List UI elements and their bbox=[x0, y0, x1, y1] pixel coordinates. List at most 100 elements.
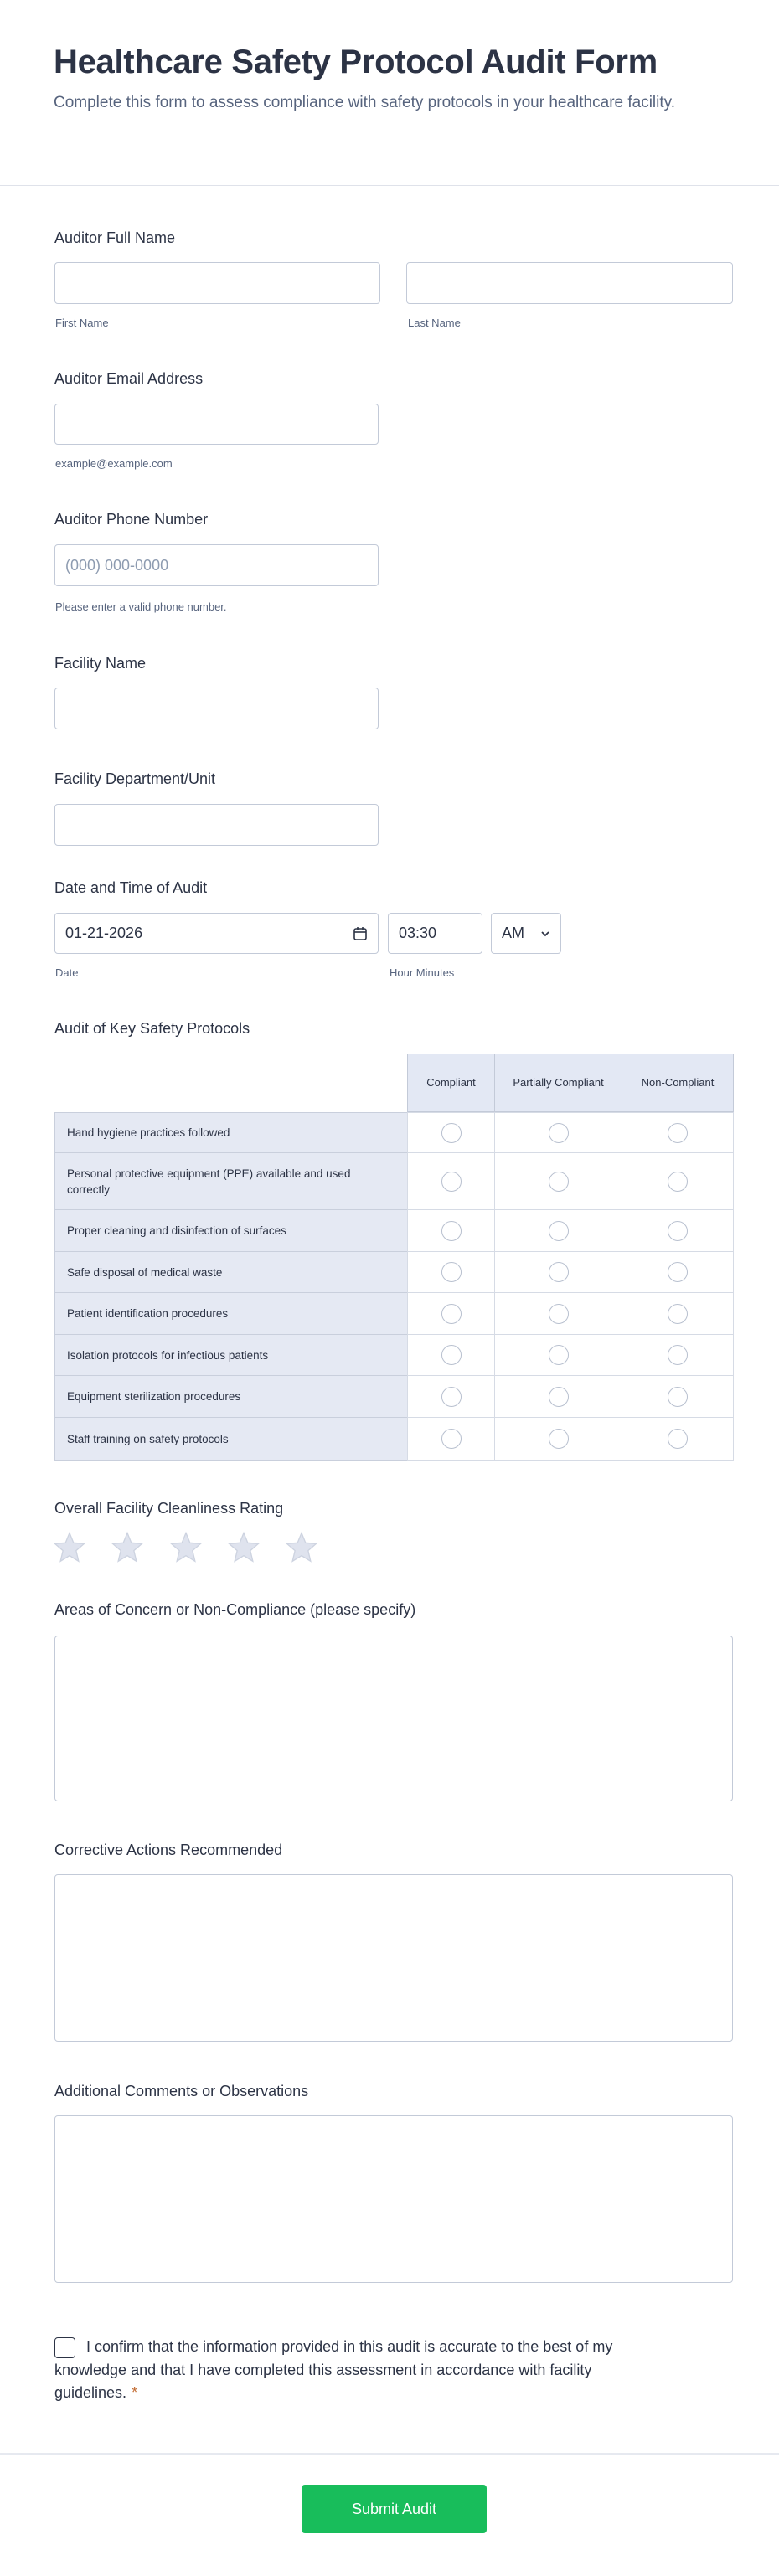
submit-audit-button[interactable]: Submit Audit bbox=[302, 2485, 487, 2533]
matrix-cell bbox=[407, 1209, 495, 1252]
comments-textarea[interactable] bbox=[54, 2115, 733, 2283]
matrix-column-header: Non-Compliant bbox=[622, 1054, 734, 1112]
facility-name-input[interactable] bbox=[54, 688, 379, 729]
matrix-radio[interactable] bbox=[668, 1345, 688, 1365]
page-subtitle: Complete this form to assess compliance … bbox=[54, 94, 676, 111]
matrix-radio[interactable] bbox=[441, 1386, 462, 1407]
full-name-label: Auditor Full Name bbox=[54, 229, 176, 246]
matrix-cell bbox=[407, 1112, 495, 1153]
matrix-cell bbox=[622, 1251, 734, 1293]
matrix-radio[interactable] bbox=[668, 1220, 688, 1241]
matrix-cell bbox=[494, 1375, 622, 1418]
confirm-checkbox[interactable] bbox=[54, 2337, 75, 2358]
phone-helper: Please enter a valid phone number. bbox=[55, 600, 227, 613]
matrix-radio[interactable] bbox=[441, 1303, 462, 1324]
rating-label: Overall Facility Cleanliness Rating bbox=[54, 1500, 284, 1517]
matrix-cell bbox=[494, 1334, 622, 1376]
matrix-row-label: Proper cleaning and disinfection of surf… bbox=[54, 1209, 408, 1252]
matrix-row-label: Equipment sterilization procedures bbox=[54, 1375, 408, 1418]
facility-name-label: Facility Name bbox=[54, 655, 147, 672]
star-icon[interactable] bbox=[227, 1531, 261, 1564]
time-input[interactable]: 03:30 bbox=[388, 913, 482, 954]
email-label: Auditor Email Address bbox=[54, 370, 204, 387]
matrix-radio[interactable] bbox=[668, 1171, 688, 1192]
email-input[interactable] bbox=[54, 404, 379, 445]
matrix-cell bbox=[494, 1209, 622, 1252]
star-icon[interactable] bbox=[53, 1531, 86, 1564]
last-name-sublabel: Last Name bbox=[408, 317, 461, 329]
matrix-cell bbox=[494, 1112, 622, 1153]
phone-label: Auditor Phone Number bbox=[54, 511, 209, 528]
matrix-cell bbox=[494, 1417, 622, 1461]
concerns-label: Areas of Concern or Non-Compliance (plea… bbox=[54, 1601, 416, 1618]
matrix-radio[interactable] bbox=[548, 1386, 569, 1407]
confirm-label: I confirm that the information provided … bbox=[54, 2338, 613, 2401]
time-value: 03:30 bbox=[399, 925, 437, 941]
matrix-radio[interactable] bbox=[668, 1262, 688, 1282]
matrix-radio[interactable] bbox=[548, 1262, 569, 1282]
email-helper: example@example.com bbox=[55, 457, 173, 470]
first-name-input[interactable] bbox=[54, 262, 380, 304]
matrix-cell bbox=[494, 1292, 622, 1335]
calendar-icon[interactable] bbox=[353, 926, 368, 941]
matrix-cell bbox=[407, 1251, 495, 1293]
header-divider bbox=[0, 185, 779, 186]
actions-textarea[interactable] bbox=[54, 1874, 733, 2042]
matrix-radio[interactable] bbox=[548, 1220, 569, 1241]
matrix-radio[interactable] bbox=[548, 1345, 569, 1365]
department-input[interactable] bbox=[54, 804, 379, 846]
matrix-column-header: Partially Compliant bbox=[494, 1054, 622, 1112]
matrix-label: Audit of Key Safety Protocols bbox=[54, 1020, 250, 1037]
date-sublabel: Date bbox=[55, 966, 79, 979]
matrix-cell bbox=[622, 1334, 734, 1376]
chevron-down-icon bbox=[541, 930, 549, 936]
ampm-select[interactable]: AM bbox=[491, 913, 561, 954]
page-title: Healthcare Safety Protocol Audit Form bbox=[54, 44, 658, 80]
matrix-radio[interactable] bbox=[441, 1220, 462, 1241]
matrix-radio[interactable] bbox=[668, 1303, 688, 1324]
confirm-text: I confirm that the information provided … bbox=[54, 2336, 641, 2405]
matrix-radio[interactable] bbox=[548, 1122, 569, 1143]
matrix-radio[interactable] bbox=[548, 1303, 569, 1324]
matrix-cell bbox=[622, 1417, 734, 1461]
time-sublabel: Hour Minutes bbox=[390, 966, 455, 979]
last-name-input[interactable] bbox=[406, 262, 733, 304]
matrix-cell bbox=[622, 1152, 734, 1210]
actions-label: Corrective Actions Recommended bbox=[54, 1842, 283, 1858]
matrix-cell bbox=[407, 1417, 495, 1461]
matrix-radio[interactable] bbox=[441, 1262, 462, 1282]
matrix-row-label: Hand hygiene practices followed bbox=[54, 1112, 408, 1153]
matrix-cell bbox=[622, 1112, 734, 1153]
matrix-radio[interactable] bbox=[548, 1429, 569, 1449]
matrix-cell bbox=[494, 1251, 622, 1293]
matrix-row-label: Isolation protocols for infectious patie… bbox=[54, 1334, 408, 1376]
matrix-radio[interactable] bbox=[548, 1171, 569, 1192]
phone-input[interactable] bbox=[54, 544, 379, 586]
matrix-cell bbox=[622, 1209, 734, 1252]
matrix-cell bbox=[407, 1375, 495, 1418]
department-label: Facility Department/Unit bbox=[54, 770, 216, 787]
matrix-radio[interactable] bbox=[668, 1429, 688, 1449]
star-icon[interactable] bbox=[169, 1531, 203, 1564]
matrix-radio[interactable] bbox=[441, 1429, 462, 1449]
footer-divider bbox=[0, 2453, 779, 2455]
matrix-cell bbox=[407, 1292, 495, 1335]
matrix-radio[interactable] bbox=[668, 1386, 688, 1407]
datetime-label: Date and Time of Audit bbox=[54, 879, 208, 896]
matrix-radio[interactable] bbox=[668, 1122, 688, 1143]
concerns-textarea[interactable] bbox=[54, 1636, 733, 1801]
matrix-radio[interactable] bbox=[441, 1171, 462, 1192]
date-input[interactable]: 01-21-2026 bbox=[54, 913, 379, 954]
first-name-sublabel: First Name bbox=[55, 317, 109, 329]
matrix-cell bbox=[622, 1292, 734, 1335]
matrix-row-label: Personal protective equipment (PPE) avai… bbox=[54, 1152, 408, 1210]
matrix-radio[interactable] bbox=[441, 1122, 462, 1143]
matrix-column-header: Compliant bbox=[407, 1054, 495, 1112]
star-icon[interactable] bbox=[111, 1531, 144, 1564]
matrix-row-label: Staff training on safety protocols bbox=[54, 1417, 408, 1461]
star-icon[interactable] bbox=[285, 1531, 318, 1564]
matrix-radio[interactable] bbox=[441, 1345, 462, 1365]
ampm-value: AM bbox=[502, 925, 524, 941]
matrix-cell bbox=[494, 1152, 622, 1210]
